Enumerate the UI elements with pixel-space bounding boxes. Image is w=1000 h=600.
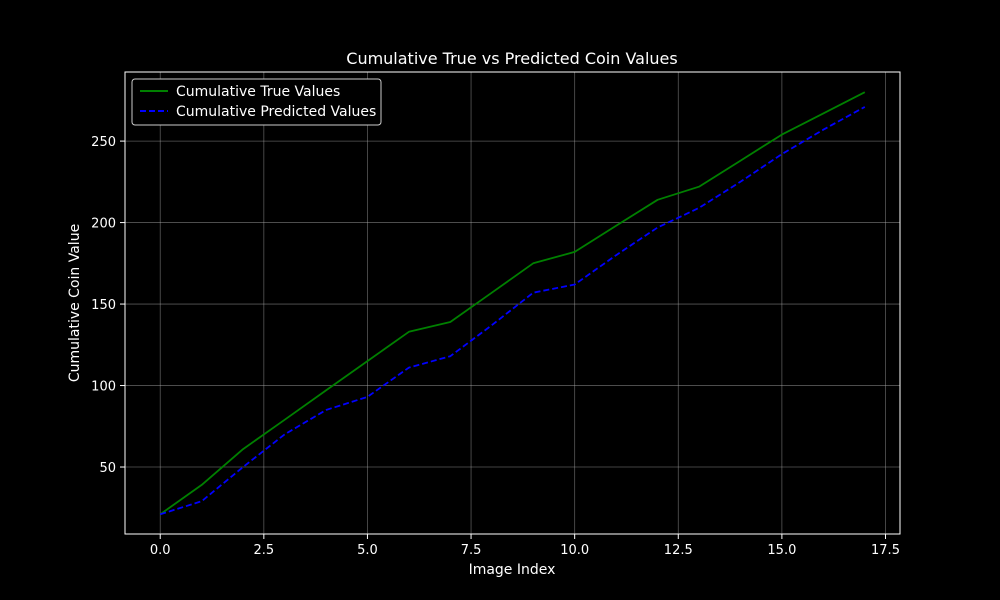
chart-title: Cumulative True vs Predicted Coin Values xyxy=(346,49,677,68)
legend-label-predicted: Cumulative Predicted Values xyxy=(176,104,376,120)
x-tick-label: 17.5 xyxy=(871,543,900,558)
y-axis-label: Cumulative Coin Value xyxy=(67,224,83,382)
x-tick-label: 15.0 xyxy=(767,543,796,558)
legend-box xyxy=(131,78,382,126)
x-tick-label: 0.0 xyxy=(150,543,171,558)
x-tick-label: 7.5 xyxy=(461,543,482,558)
series-line-true-values xyxy=(159,91,866,516)
grid-lines xyxy=(125,72,900,534)
y-tick-label: 150 xyxy=(91,298,116,313)
y-axis-ticks: 50 100 150 200 250 xyxy=(91,135,125,476)
x-tick-label: 10.0 xyxy=(560,543,589,558)
x-axis-ticks: 0.0 2.5 5.0 7.5 10.0 12.5 15.0 17.5 xyxy=(150,534,900,558)
y-tick-label: 50 xyxy=(99,461,116,476)
legend-label-true: Cumulative True Values xyxy=(176,84,340,100)
x-tick-label: 12.5 xyxy=(664,543,693,558)
y-tick-label: 100 xyxy=(91,380,116,395)
x-tick-label: 5.0 xyxy=(357,543,378,558)
x-tick-label: 2.5 xyxy=(253,543,274,558)
x-axis-label: Image Index xyxy=(469,562,556,578)
series-layer xyxy=(159,91,866,516)
plot-area-frame xyxy=(124,71,901,535)
legend: Cumulative True Values Cumulative Predic… xyxy=(131,78,382,126)
y-tick-label: 200 xyxy=(91,217,116,232)
y-tick-label: 250 xyxy=(91,135,116,150)
series-line-predicted-values xyxy=(159,106,866,516)
